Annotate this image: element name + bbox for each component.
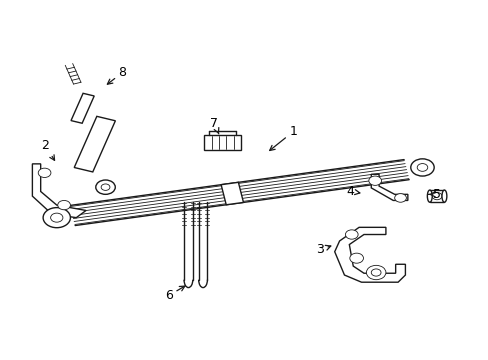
Polygon shape (74, 116, 115, 172)
Circle shape (96, 180, 115, 194)
Polygon shape (71, 93, 94, 123)
Polygon shape (429, 190, 444, 202)
Text: 5: 5 (428, 188, 440, 201)
Circle shape (101, 184, 110, 190)
Text: 1: 1 (269, 125, 297, 150)
Circle shape (345, 230, 357, 239)
Circle shape (410, 159, 433, 176)
Circle shape (51, 213, 63, 222)
Circle shape (394, 194, 406, 202)
Text: 2: 2 (41, 139, 55, 160)
Circle shape (349, 253, 363, 263)
Circle shape (368, 176, 381, 185)
Polygon shape (204, 135, 241, 150)
Polygon shape (370, 174, 407, 201)
Circle shape (416, 163, 427, 171)
Ellipse shape (441, 190, 446, 202)
Text: 6: 6 (164, 286, 184, 302)
Circle shape (370, 269, 380, 276)
Polygon shape (221, 182, 243, 205)
Text: 3: 3 (316, 243, 330, 256)
Circle shape (38, 168, 51, 177)
Circle shape (431, 193, 441, 200)
Ellipse shape (427, 190, 431, 202)
Text: 8: 8 (107, 66, 126, 84)
Circle shape (366, 265, 385, 280)
Circle shape (58, 201, 70, 210)
Polygon shape (334, 227, 405, 282)
Circle shape (43, 208, 70, 228)
Text: 7: 7 (210, 117, 218, 134)
Text: 4: 4 (346, 185, 359, 198)
Polygon shape (32, 164, 86, 218)
